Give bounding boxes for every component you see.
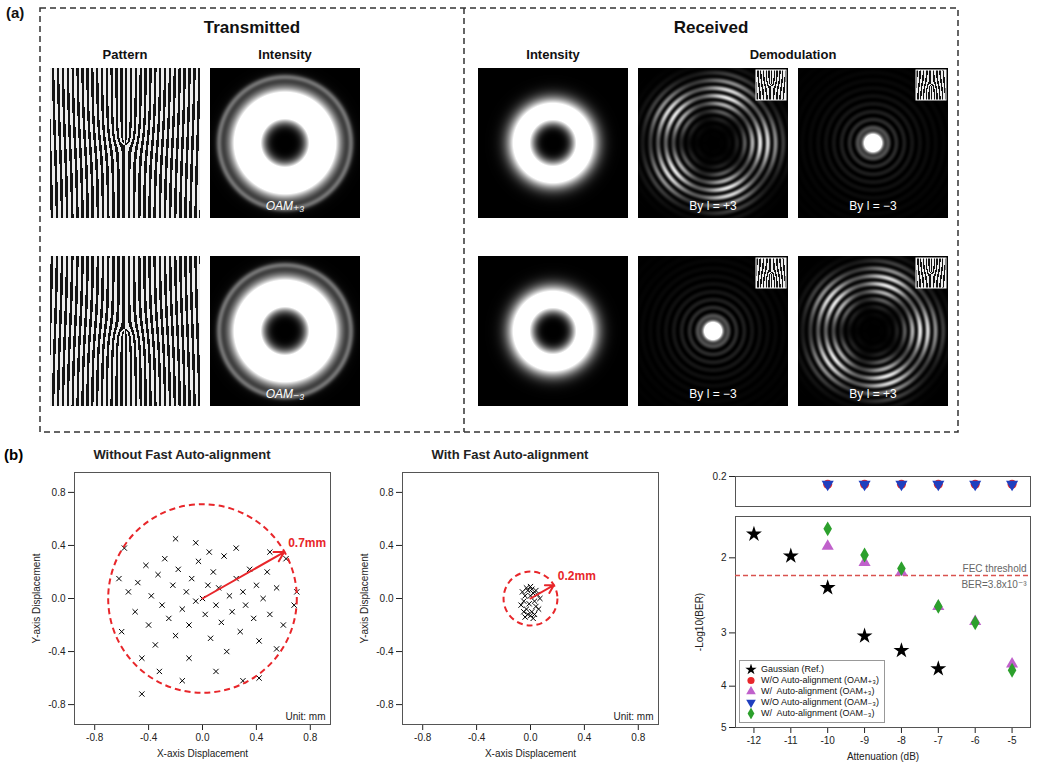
html-text:W/O Auto-alignment (OAM₋₃): W/O Auto-alignment (OAM₋₃) [761, 697, 879, 707]
svg-text:X-axis Displacement: X-axis Displacement [157, 748, 248, 759]
svg-text:By l = −3: By l = −3 [689, 387, 737, 401]
svg-text:-0.8: -0.8 [86, 732, 104, 743]
svg-text:Demodulation: Demodulation [750, 47, 837, 62]
svg-text:-10: -10 [820, 735, 835, 746]
svg-text:0.8: 0.8 [52, 487, 66, 498]
svg-text:0.4: 0.4 [577, 732, 591, 743]
svg-text:BER=3.8x10⁻³: BER=3.8x10⁻³ [961, 579, 1027, 590]
svg-text:Y-axis Displacement: Y-axis Displacement [359, 553, 370, 643]
svg-text:2: 2 [721, 552, 727, 563]
svg-text:-Log10(BER): -Log10(BER) [694, 593, 705, 651]
svg-text:-11: -11 [784, 735, 798, 746]
svg-text:0.0: 0.0 [196, 732, 210, 743]
svg-text:0.2: 0.2 [713, 471, 727, 482]
svg-text:0.2mm: 0.2mm [558, 569, 596, 583]
svg-text:-12: -12 [747, 735, 762, 746]
svg-text:-0.8: -0.8 [414, 732, 432, 743]
svg-text:Intensity: Intensity [526, 47, 580, 62]
svg-text:0.7mm: 0.7mm [288, 536, 326, 550]
svg-text:-0.8: -0.8 [48, 699, 66, 710]
svg-text:5: 5 [721, 722, 727, 733]
html-text:Gaussian (Ref.): Gaussian (Ref.) [761, 664, 824, 674]
svg-text:3: 3 [721, 627, 727, 638]
svg-text:Unit: mm: Unit: mm [286, 711, 326, 722]
svg-text:-0.4: -0.4 [468, 732, 486, 743]
svg-text:-6: -6 [971, 735, 980, 746]
svg-text:0.8: 0.8 [380, 487, 394, 498]
svg-text:FEC threshold: FEC threshold [963, 563, 1027, 574]
svg-text:0.8: 0.8 [631, 732, 645, 743]
svg-text:OAM₋₃: OAM₋₃ [266, 387, 305, 401]
html-text:With Fast Auto-alignment: With Fast Auto-alignment [431, 447, 589, 462]
svg-text:Unit: mm: Unit: mm [614, 711, 654, 722]
svg-text:-8: -8 [897, 735, 906, 746]
html-text:(b): (b) [4, 446, 24, 463]
html-text:W/O Auto-alignment (OAM₊₃): W/O Auto-alignment (OAM₊₃) [761, 675, 879, 685]
svg-text:0.8: 0.8 [303, 732, 317, 743]
svg-text:Y-axis Displacement: Y-axis Displacement [31, 553, 42, 643]
svg-text:By l = +3: By l = +3 [689, 199, 737, 213]
svg-text:0.4: 0.4 [380, 540, 394, 551]
svg-text:-0.4: -0.4 [48, 646, 66, 657]
svg-text:0.4: 0.4 [249, 732, 263, 743]
svg-text:Intensity: Intensity [258, 47, 312, 62]
svg-text:0.0: 0.0 [380, 593, 394, 604]
svg-text:(a): (a) [6, 4, 24, 21]
svg-text:-0.8: -0.8 [376, 699, 394, 710]
svg-text:0.0: 0.0 [52, 593, 66, 604]
svg-text:-9: -9 [860, 735, 869, 746]
svg-text:By l = −3: By l = −3 [849, 199, 897, 213]
svg-text:By l = +3: By l = +3 [849, 387, 897, 401]
svg-text:OAM₊₃: OAM₊₃ [266, 199, 305, 213]
svg-text:4: 4 [721, 680, 727, 691]
svg-text:-0.4: -0.4 [140, 732, 158, 743]
html-text:Without Fast Auto-alignment: Without Fast Auto-alignment [93, 447, 271, 462]
svg-text:-5: -5 [1008, 735, 1017, 746]
svg-text:Transmitted: Transmitted [204, 18, 300, 37]
svg-text:Pattern: Pattern [103, 47, 148, 62]
svg-text:X-axis Displacement: X-axis Displacement [485, 748, 576, 759]
svg-text:-7: -7 [934, 735, 943, 746]
svg-text:Received: Received [674, 18, 749, 37]
svg-text:0.0: 0.0 [524, 732, 538, 743]
html-text:W/ Auto-alignment (OAM₋₃): W/ Auto-alignment (OAM₋₃) [761, 708, 875, 718]
svg-text:-0.4: -0.4 [376, 646, 394, 657]
svg-text:0.4: 0.4 [52, 540, 66, 551]
svg-text:Attenuation (dB): Attenuation (dB) [847, 751, 919, 762]
html-text:W/ Auto-alignment (OAM₊₃): W/ Auto-alignment (OAM₊₃) [761, 686, 875, 696]
